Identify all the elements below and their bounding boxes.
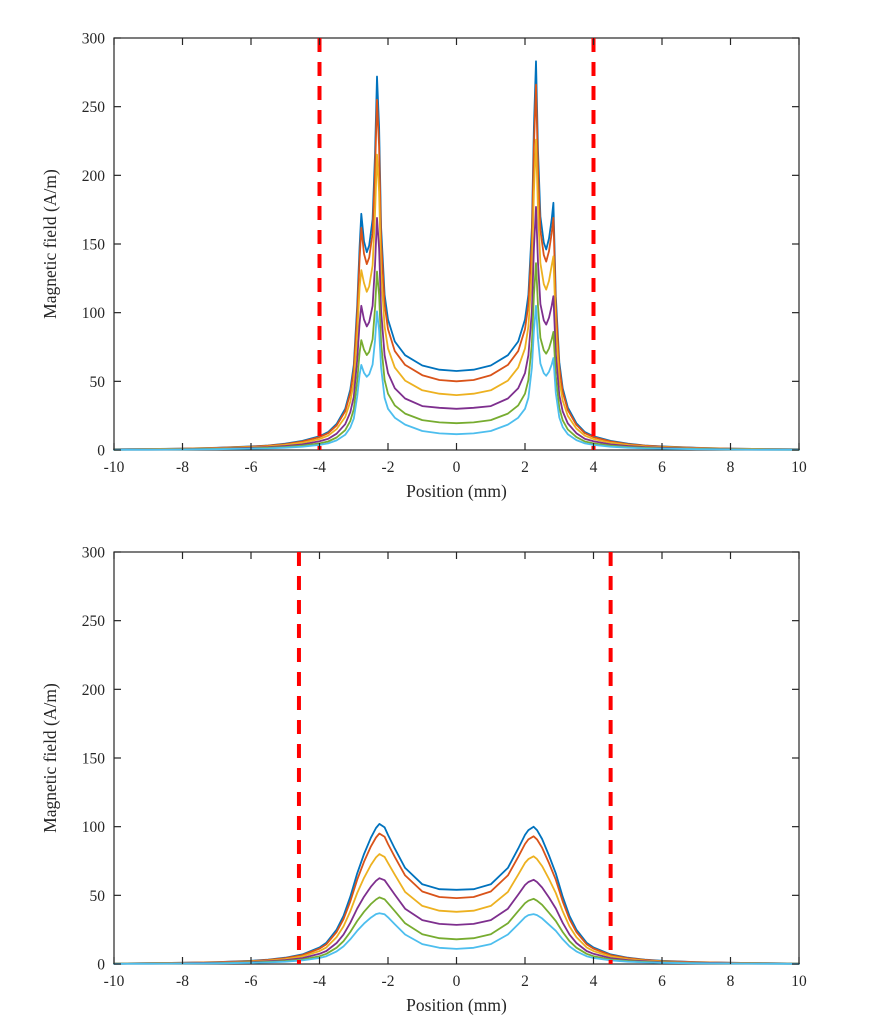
series-line-purple bbox=[113, 205, 800, 451]
x-axis-label: Position (mm) bbox=[406, 995, 507, 1015]
series-line-cyan bbox=[113, 304, 800, 451]
series-line-yellow bbox=[113, 853, 800, 965]
y-tick-label: 0 bbox=[97, 957, 105, 974]
series-line-blue bbox=[113, 822, 800, 965]
x-tick-label: -4 bbox=[313, 459, 326, 476]
x-tick-label: 8 bbox=[727, 459, 735, 476]
x-tick-label: 0 bbox=[453, 973, 461, 990]
y-tick-label: 50 bbox=[90, 374, 106, 391]
x-tick-label: 6 bbox=[658, 973, 666, 990]
y-tick-label: 250 bbox=[82, 99, 106, 116]
y-tick-label: 300 bbox=[82, 31, 106, 48]
x-axis-label: Position (mm) bbox=[406, 481, 507, 501]
y-axis-label: Magnetic field (A/m) bbox=[40, 169, 60, 319]
y-tick-label: 200 bbox=[82, 168, 106, 185]
x-tick-label: 2 bbox=[521, 459, 529, 476]
series-line-yellow bbox=[113, 138, 800, 451]
series-line-blue bbox=[113, 60, 800, 451]
x-tick-label: -10 bbox=[104, 459, 125, 476]
x-tick-label: 8 bbox=[727, 973, 735, 990]
x-tick-label: -8 bbox=[176, 459, 189, 476]
y-tick-label: 200 bbox=[82, 682, 106, 699]
x-tick-label: 6 bbox=[658, 459, 666, 476]
y-tick-label: 100 bbox=[82, 819, 106, 836]
x-tick-label: -4 bbox=[313, 973, 326, 990]
series-line-green bbox=[113, 262, 800, 451]
series-line-green bbox=[113, 896, 800, 965]
x-tick-label: 10 bbox=[791, 459, 807, 476]
x-tick-label: 0 bbox=[453, 459, 461, 476]
plot-box bbox=[113, 551, 800, 965]
x-tick-label: -10 bbox=[104, 973, 125, 990]
y-tick-label: 100 bbox=[82, 305, 106, 322]
x-tick-label: 10 bbox=[791, 973, 807, 990]
y-tick-label: 300 bbox=[82, 545, 106, 562]
plot-box bbox=[113, 37, 800, 451]
x-tick-label: -6 bbox=[245, 459, 258, 476]
x-tick-label: -6 bbox=[245, 973, 258, 990]
x-tick-label: 4 bbox=[590, 459, 598, 476]
y-tick-label: 250 bbox=[82, 613, 106, 630]
x-tick-label: -8 bbox=[176, 973, 189, 990]
y-tick-label: 50 bbox=[90, 888, 106, 905]
x-tick-label: 4 bbox=[590, 973, 598, 990]
x-tick-label: 2 bbox=[521, 973, 529, 990]
chart-bottom-magnetic-field: -10 -8 -6 -4 -2 0 2 4 6 8 10050100150200250300Posi… bbox=[40, 545, 807, 1016]
x-tick-label: -2 bbox=[382, 459, 395, 476]
x-tick-label: -2 bbox=[382, 973, 395, 990]
y-tick-label: 0 bbox=[97, 443, 105, 460]
y-tick-label: 150 bbox=[82, 751, 106, 768]
y-axis-label: Magnetic field (A/m) bbox=[40, 683, 60, 833]
series-line-red-orange bbox=[113, 83, 800, 451]
series-line-purple bbox=[113, 877, 800, 965]
chart-top-magnetic-field: -10 -8 -6 -4 -2 0 2 4 6 8 10050100150200250300Posi… bbox=[40, 31, 807, 502]
y-tick-label: 150 bbox=[82, 237, 106, 254]
series-line-red-orange bbox=[113, 832, 800, 965]
